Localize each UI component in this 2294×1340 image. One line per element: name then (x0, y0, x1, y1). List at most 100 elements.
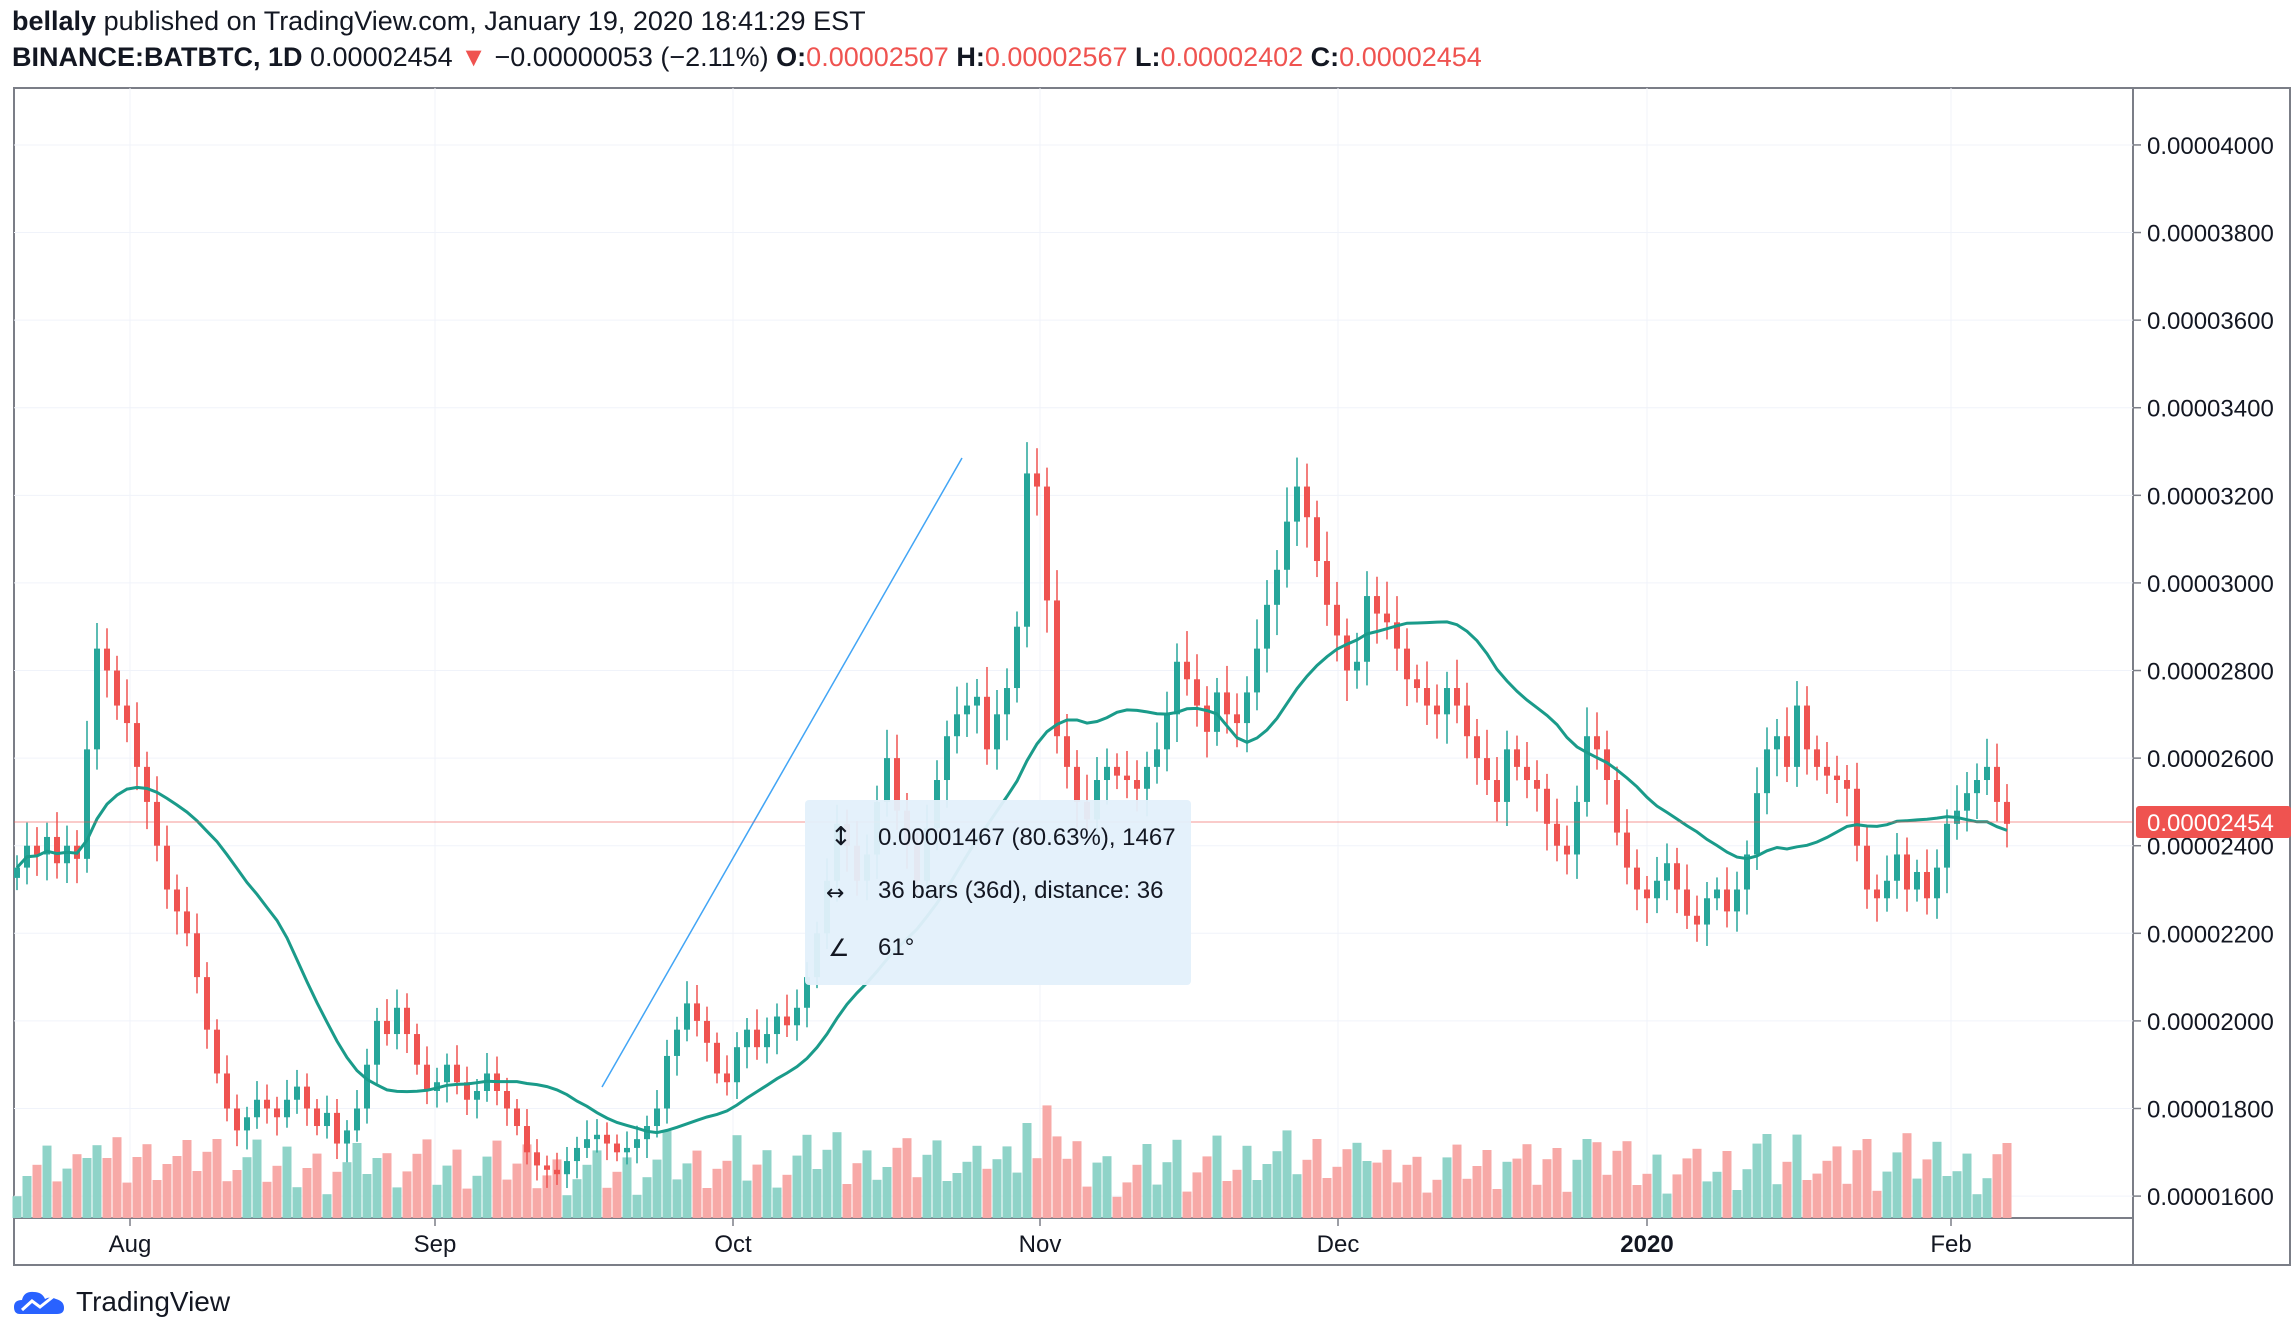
candle-body (1904, 854, 1910, 890)
volume-bar (1132, 1164, 1142, 1218)
volume-bar (552, 1159, 562, 1218)
author-name[interactable]: bellaly (12, 6, 97, 36)
tradingview-logo[interactable]: TradingView (12, 1286, 230, 1318)
candle-body (1284, 521, 1290, 570)
volume-bar (412, 1153, 422, 1218)
y-tick-label: 0.00003800 (2147, 221, 2274, 248)
candle-body (274, 1108, 280, 1118)
volume-bar (372, 1158, 382, 1218)
candle-body (1754, 793, 1760, 855)
candle-body (1374, 596, 1380, 614)
volume-bar (532, 1188, 542, 1218)
candle-body (654, 1108, 660, 1127)
x-tick-label: Aug (109, 1231, 152, 1258)
volume-bar (1282, 1130, 1292, 1218)
volume-bar (242, 1157, 252, 1218)
candle-body (634, 1139, 640, 1148)
volume-bars (12, 1105, 2012, 1218)
y-tick-label: 0.00001800 (2147, 1097, 2274, 1124)
volume-bar (1632, 1185, 1642, 1218)
volume-bar (872, 1179, 882, 1218)
volume-bar (1992, 1154, 2002, 1218)
volume-bar (1982, 1178, 1992, 1218)
candle-body (1984, 766, 1990, 781)
candle-body (474, 1090, 480, 1100)
volume-bar (822, 1149, 832, 1218)
volume-bar (1042, 1105, 1052, 1218)
candle-body (1614, 780, 1620, 833)
volume-bar (572, 1179, 582, 1218)
candle-body (2004, 801, 2010, 824)
volume-bar (1662, 1193, 1672, 1218)
candle-body (1184, 661, 1190, 680)
candle-body (944, 736, 950, 781)
candle-body (1464, 705, 1470, 737)
candle-body (1594, 736, 1600, 750)
candle-body (1264, 604, 1270, 649)
candle-body (1764, 749, 1770, 794)
chart-frame (13, 87, 2291, 1266)
candle-body (1104, 766, 1110, 781)
candle-body (964, 705, 970, 715)
high-label: H: (956, 42, 985, 72)
volume-bar (962, 1161, 972, 1218)
volume-bar (1472, 1166, 1482, 1218)
candle-body (14, 867, 20, 878)
candle-body (1384, 613, 1390, 623)
volume-bar (892, 1147, 902, 1218)
candle-body (1174, 661, 1180, 715)
candle-body (454, 1064, 460, 1083)
volume-bar (1772, 1184, 1782, 1218)
candle-body (664, 1055, 670, 1109)
volume-bar (1562, 1191, 1572, 1218)
volume-bar (662, 1130, 672, 1218)
candle-body (54, 836, 60, 864)
y-tick-label: 0.00002000 (2147, 1009, 2274, 1036)
volume-bar (442, 1165, 452, 1218)
volume-bar (62, 1168, 72, 1218)
volume-bar (142, 1144, 152, 1218)
candle-body (84, 749, 90, 859)
candle-body (1674, 863, 1680, 890)
candle-body (1484, 758, 1490, 781)
volume-bar (362, 1174, 372, 1218)
volume-bar (162, 1164, 172, 1218)
publish-line: bellaly published on TradingView.com, Ja… (12, 6, 866, 37)
candle-body (1724, 889, 1730, 912)
volume-bar (1882, 1171, 1892, 1218)
candle-body (154, 801, 160, 846)
volume-bar (1362, 1161, 1372, 1218)
volume-bar (1392, 1182, 1402, 1218)
volume-bar (1932, 1141, 1942, 1218)
candle-body (1844, 780, 1850, 789)
volume-bar (1082, 1186, 1092, 1218)
candle-body (1004, 688, 1010, 715)
candle-body (1514, 749, 1520, 767)
volume-bar (922, 1154, 932, 1218)
volume-bar (382, 1153, 392, 1218)
volume-bar (1852, 1150, 1862, 1218)
volume-bar (932, 1140, 942, 1218)
candle-body (1354, 661, 1360, 671)
volume-bar (1572, 1159, 1582, 1218)
candle-body (124, 705, 130, 724)
candle-body (1254, 648, 1260, 693)
volume-bar (992, 1159, 1002, 1218)
volume-bar (1752, 1143, 1762, 1218)
candle-body (1474, 736, 1480, 759)
candle-body (1274, 569, 1280, 605)
candle-body (1854, 788, 1860, 846)
candle-body (1394, 622, 1400, 649)
volume-bar (842, 1184, 852, 1218)
y-tick-label: 0.00003000 (2147, 571, 2274, 598)
volume-bar (172, 1156, 182, 1218)
candle-body (1974, 780, 1980, 794)
candle-body (974, 696, 980, 706)
volume-bar (12, 1196, 22, 1218)
candle-body (1314, 517, 1320, 562)
measure-line-3: 61° (878, 934, 914, 961)
volume-bar (1722, 1151, 1732, 1218)
volume-bar (1522, 1144, 1532, 1218)
volume-bar (682, 1163, 692, 1218)
